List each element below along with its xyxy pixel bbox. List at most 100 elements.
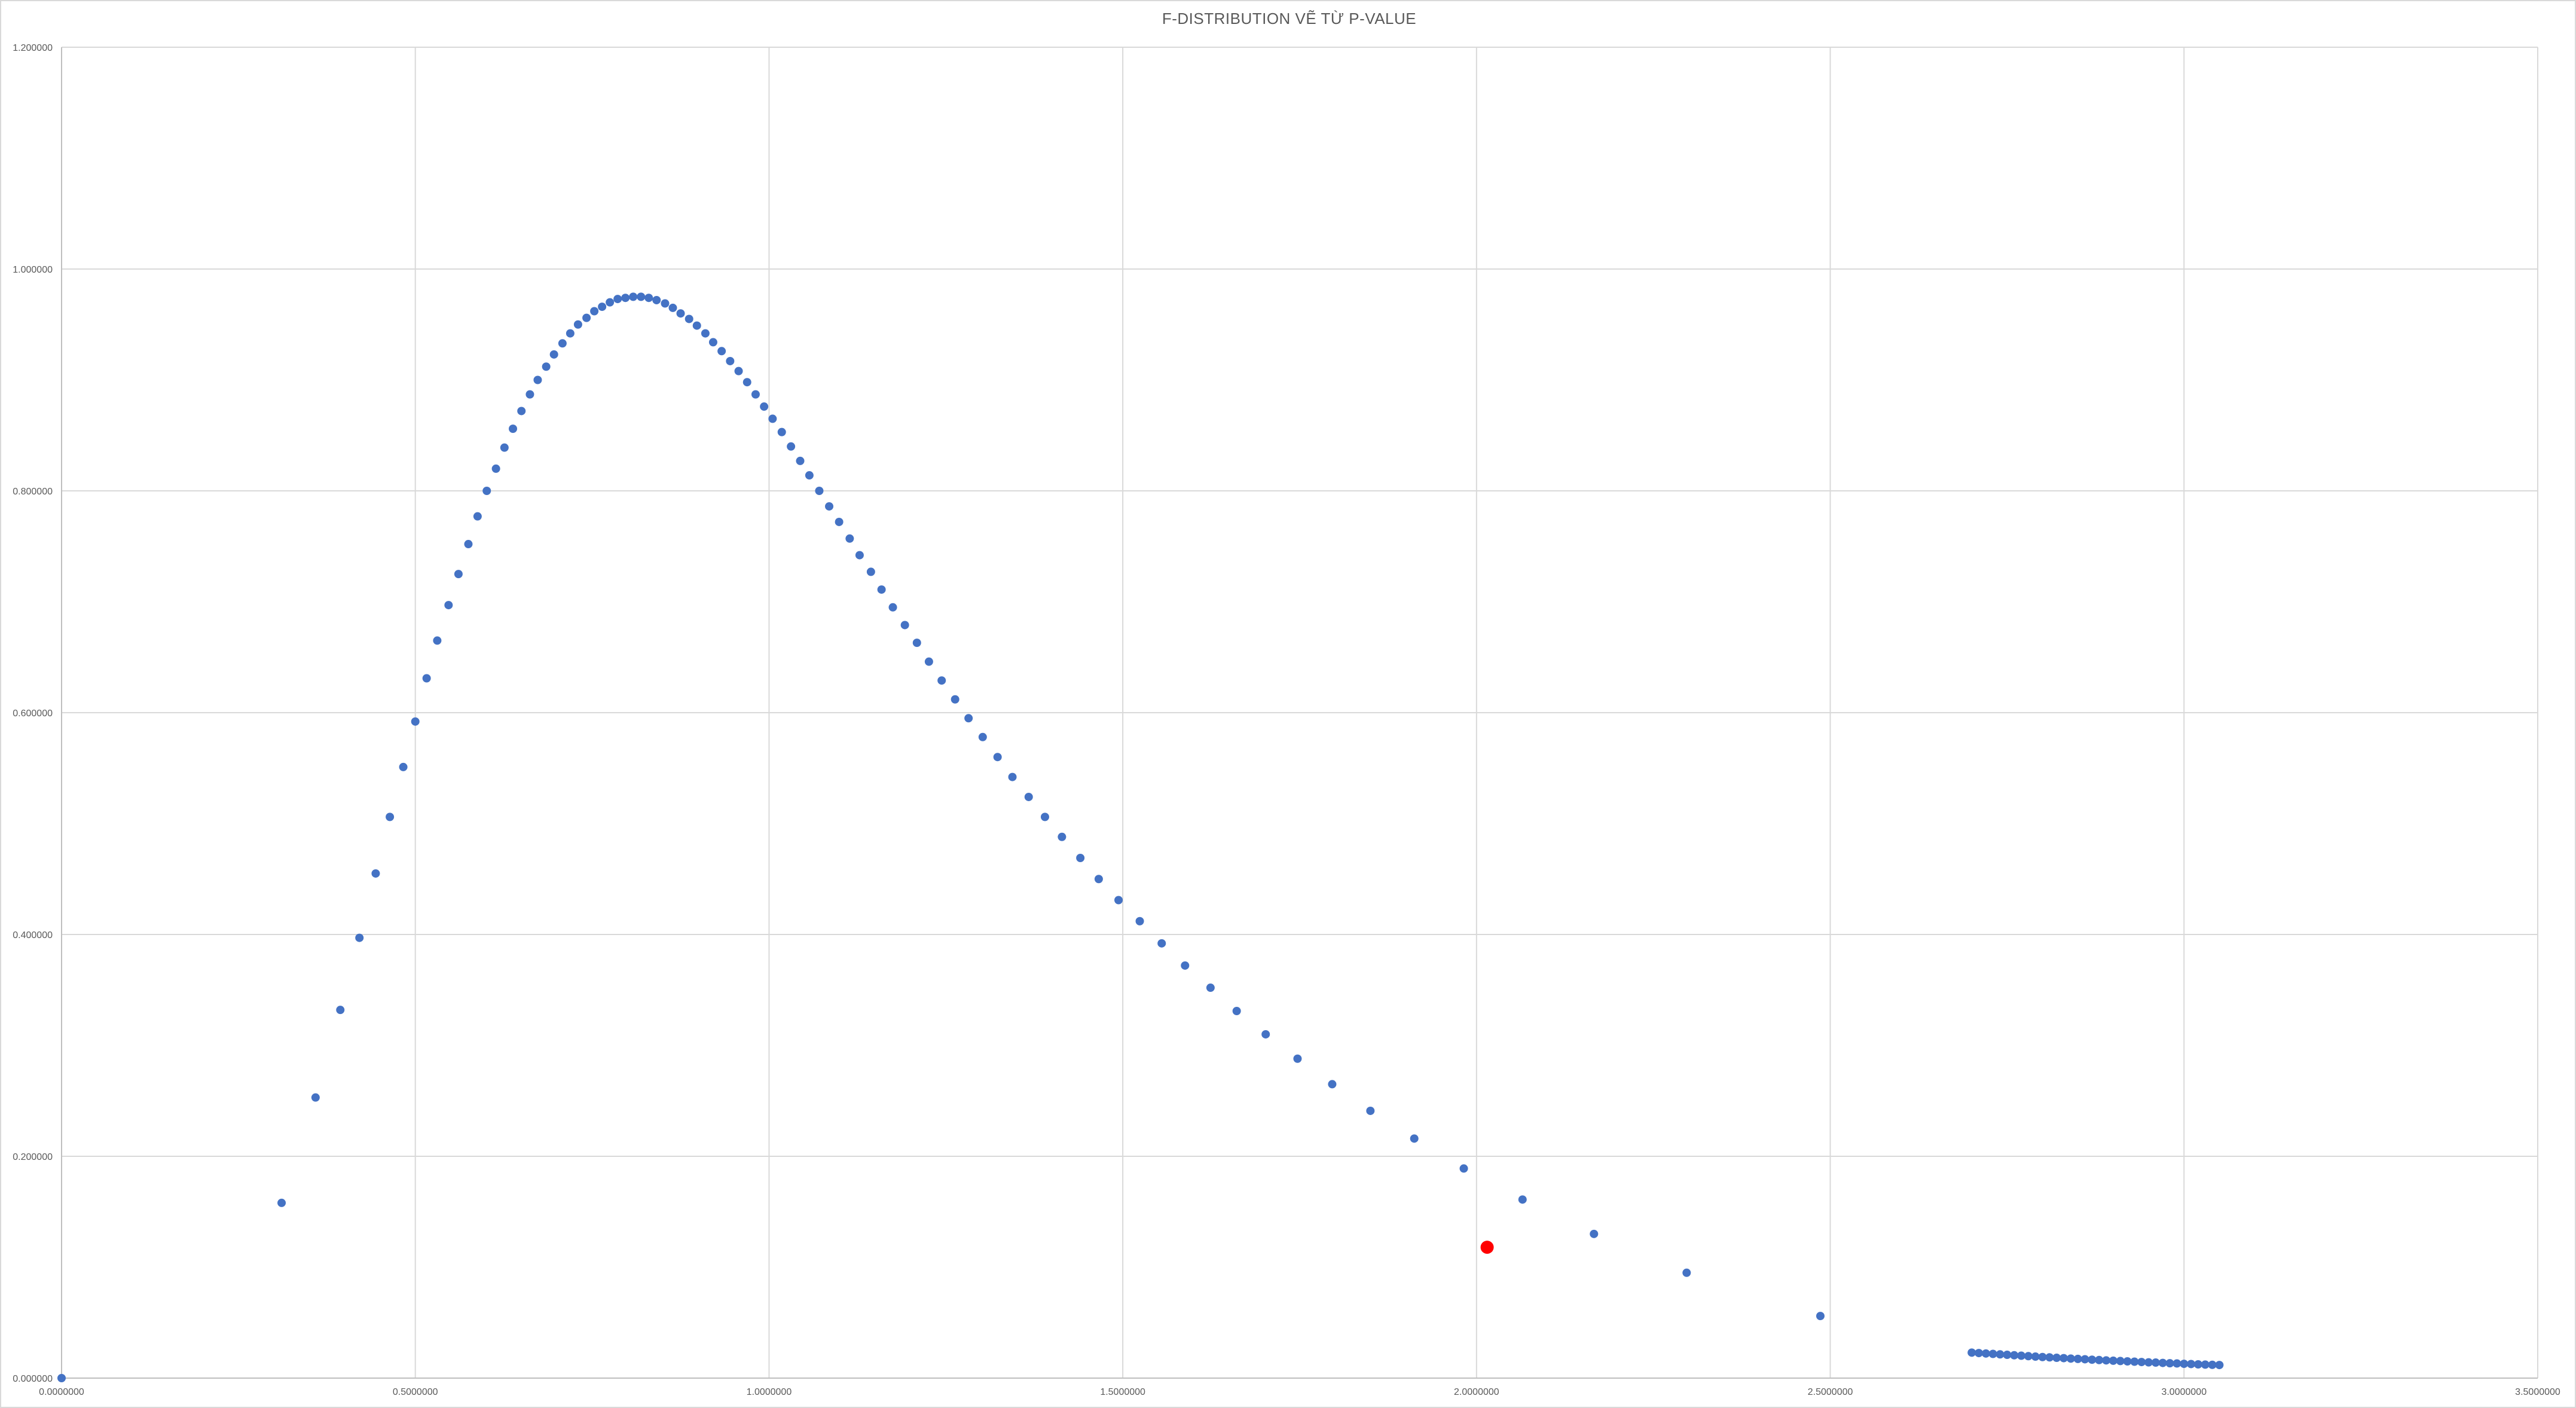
data-point (2102, 1356, 2111, 1365)
gridlines (62, 47, 2538, 1378)
data-point (2038, 1352, 2047, 1361)
data-point (661, 299, 670, 308)
data-point (371, 869, 380, 878)
data-point (924, 657, 933, 666)
data-point (542, 362, 551, 371)
data-point (1293, 1054, 1302, 1063)
data-point (937, 676, 946, 685)
data-point (877, 585, 886, 594)
data-point (2088, 1355, 2097, 1364)
data-point (1981, 1349, 1990, 1358)
data-point (566, 329, 575, 338)
data-point (1024, 792, 1033, 801)
data-point (701, 329, 710, 338)
data-point (399, 762, 408, 771)
data-point (311, 1093, 320, 1102)
data-point (2193, 1360, 2202, 1369)
x-tick-label: 2.0000000 (1454, 1387, 1499, 1397)
data-point (1967, 1348, 1976, 1357)
data-point (1114, 896, 1123, 905)
data-point (964, 714, 973, 723)
data-point (768, 414, 777, 423)
data-point (2172, 1359, 2181, 1368)
data-point (525, 390, 534, 399)
x-tick-label: 0.5000000 (393, 1387, 438, 1397)
data-point (796, 456, 805, 465)
data-point (1366, 1106, 1375, 1115)
data-point (751, 390, 760, 399)
data-point (1058, 832, 1067, 841)
data-point (1410, 1134, 1419, 1143)
data-point (676, 309, 685, 318)
data-point (2201, 1360, 2210, 1369)
data-point (2137, 1358, 2146, 1367)
data-point (2208, 1360, 2217, 1369)
data-point (277, 1198, 286, 1207)
x-tick-label: 2.5000000 (1808, 1387, 1853, 1397)
data-point (717, 347, 726, 356)
data-point (825, 502, 834, 511)
data-point (2144, 1358, 2153, 1367)
data-point (2130, 1357, 2139, 1366)
y-tick-label: 1.000000 (13, 265, 53, 275)
data-point (473, 512, 482, 521)
data-point (598, 303, 607, 311)
data-point (1459, 1164, 1468, 1173)
data-point (2109, 1356, 2117, 1365)
data-point (668, 303, 677, 312)
data-point (978, 732, 987, 741)
data-point (590, 307, 599, 316)
data-point (777, 427, 786, 436)
y-tick-label: 0.800000 (13, 487, 53, 497)
data-point (2024, 1352, 2033, 1361)
data-point (708, 338, 717, 347)
data-point (2123, 1357, 2132, 1366)
data-point (637, 292, 646, 301)
data-point (912, 639, 921, 648)
x-tick-label: 3.0000000 (2161, 1387, 2207, 1397)
y-tick-label: 1.200000 (13, 43, 53, 53)
data-point (845, 534, 854, 543)
data-point (760, 402, 769, 411)
data-points (57, 292, 2224, 1382)
data-point (386, 813, 395, 821)
data-point (993, 753, 1002, 762)
data-point (2010, 1351, 2019, 1360)
data-point (1816, 1312, 1825, 1321)
y-tick-label: 0.000000 (13, 1374, 53, 1384)
data-point (1206, 984, 1215, 992)
data-point (57, 1374, 66, 1382)
x-tick-label: 1.5000000 (1100, 1387, 1145, 1397)
data-point (644, 294, 653, 303)
data-point (2080, 1355, 2089, 1364)
data-point (549, 350, 558, 359)
data-point (1008, 772, 1017, 781)
data-point (411, 717, 420, 726)
data-point (336, 1006, 345, 1015)
data-point (606, 298, 615, 307)
data-point (2045, 1353, 2054, 1362)
data-point (888, 603, 897, 612)
data-point (951, 695, 959, 704)
chart-title: F-DISTRIBUTION VẼ TỪ P-VALUE (1162, 10, 1417, 28)
data-point (2052, 1354, 2061, 1363)
data-point (464, 540, 473, 549)
data-point (742, 378, 751, 387)
y-tick-label: 0.400000 (13, 930, 53, 940)
data-point (500, 443, 509, 452)
data-point (2059, 1354, 2068, 1363)
data-point (787, 442, 796, 451)
data-point (726, 356, 735, 365)
data-point (805, 471, 814, 480)
data-point (2066, 1354, 2075, 1363)
data-point (1094, 875, 1103, 884)
data-point (1076, 854, 1085, 863)
data-point (734, 366, 743, 375)
data-point (1988, 1349, 1997, 1358)
data-point (2151, 1358, 2160, 1367)
data-point (621, 294, 630, 303)
data-point (482, 487, 491, 495)
data-point (2003, 1351, 2012, 1360)
